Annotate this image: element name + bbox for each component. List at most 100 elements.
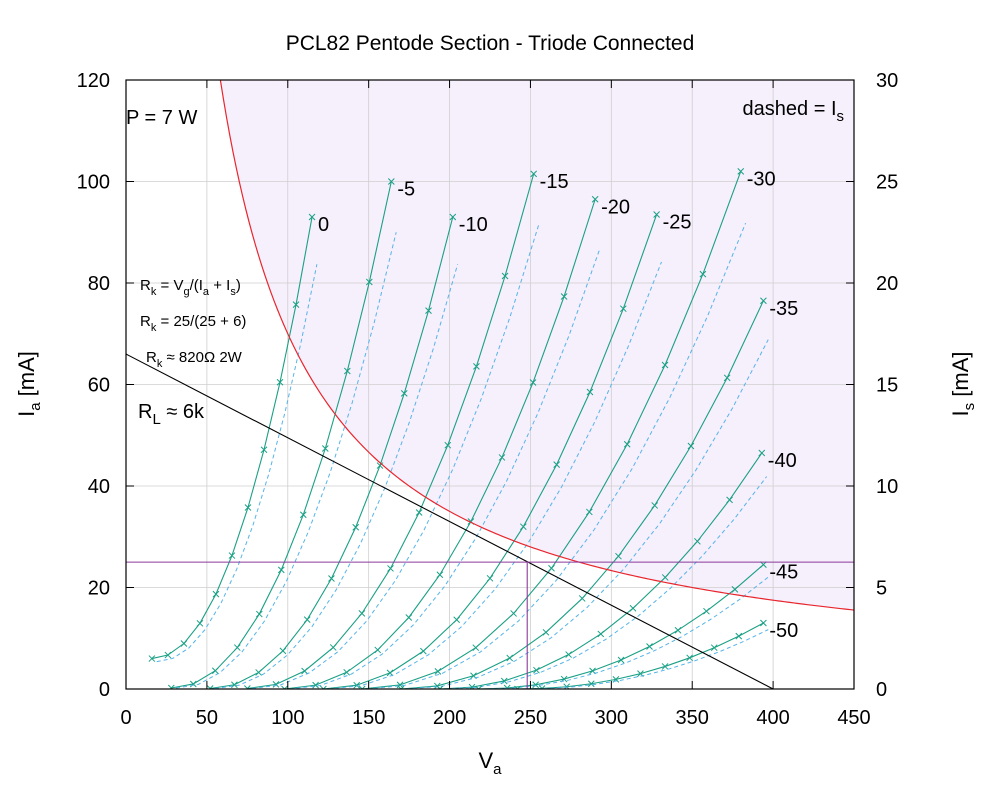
data-point-marker: [533, 666, 540, 674]
data-point-marker: [468, 683, 476, 689]
grid-voltage-label: -15: [540, 171, 569, 193]
data-point-marker: [661, 361, 669, 369]
y2-tick-label: 20: [876, 273, 898, 295]
y2-tick-label: 15: [876, 375, 898, 397]
x-tick-label: 0: [120, 707, 131, 729]
data-point-marker: [731, 585, 739, 593]
data-point-marker: [365, 278, 373, 286]
data-point-marker: [228, 552, 236, 559]
data-point-marker: [425, 307, 432, 314]
data-point-marker: [703, 607, 710, 615]
data-point-marker: [723, 374, 731, 382]
data-point-marker: [321, 445, 329, 452]
axis-ticks: 0 50 100 150 200 250 300 350 400 4500204060801001…: [77, 70, 899, 729]
x-tick-label: 350: [676, 707, 709, 729]
data-point-marker: [585, 508, 593, 516]
load-line-label: RL ≈ 6k: [138, 401, 205, 428]
data-point-marker: [415, 509, 423, 516]
data-point-marker: [560, 293, 568, 300]
data-point-marker: [651, 502, 659, 509]
data-point-marker: [589, 667, 596, 675]
data-point-marker: [343, 668, 351, 676]
data-point-marker: [281, 685, 288, 689]
data-point-marker: [661, 663, 669, 670]
data-point-marker: [726, 496, 733, 504]
x-tick-label: 50: [196, 707, 218, 729]
data-point-marker: [233, 644, 241, 651]
reference-lines: [126, 80, 854, 689]
grid-voltage-label: -40: [768, 450, 797, 472]
data-point-marker: [387, 565, 394, 572]
data-point-marker: [405, 614, 413, 621]
data-point-marker: [148, 655, 156, 662]
grid-voltage-label: -25: [663, 211, 692, 233]
data-point-marker: [586, 388, 594, 396]
data-point-marker: [260, 446, 268, 454]
data-point-marker: [506, 654, 514, 662]
data-point-marker: [308, 213, 316, 221]
data-point-marker: [532, 681, 539, 689]
data-point-marker: [449, 213, 457, 221]
power-limit-fill: [220, 80, 854, 611]
cathode-note-1: Rk = Vg/(Ia + Is): [140, 277, 241, 298]
y-tick-label: 100: [77, 172, 110, 194]
data-point-marker: [164, 651, 172, 659]
data-point-marker: [312, 681, 319, 689]
screen-current-curve: [214, 264, 459, 689]
data-point-marker: [272, 681, 280, 688]
data-point-marker: [510, 610, 517, 617]
grid-voltage-label: -35: [769, 298, 798, 320]
data-point-marker: [358, 610, 366, 617]
grid-voltage-label: -20: [601, 196, 630, 218]
data-point-marker: [358, 685, 366, 689]
data-point-marker: [646, 643, 653, 650]
screen-current-curve: [444, 476, 768, 689]
x-tick-label: 100: [271, 707, 304, 729]
data-point-marker: [352, 523, 360, 531]
x-tick-label: 300: [595, 707, 628, 729]
grid-voltage-label: -50: [769, 620, 798, 642]
data-point-marker: [498, 454, 506, 461]
data-point-marker: [615, 552, 622, 560]
y2-tick-label: 0: [876, 679, 887, 701]
data-point-marker: [276, 378, 284, 386]
data-point-marker: [397, 685, 405, 689]
x-tick-label: 450: [837, 707, 870, 729]
chart-title: PCL82 Pentode Section - Triode Connected: [286, 32, 695, 55]
screen-current-curve: [405, 339, 769, 689]
data-point-marker: [687, 442, 695, 450]
power-label: P = 7 W: [126, 107, 197, 129]
y-tick-label: 80: [88, 273, 110, 295]
data-point-marker: [387, 178, 395, 185]
data-point-marker: [231, 681, 238, 689]
data-point-marker: [473, 363, 480, 370]
data-point-marker: [244, 504, 252, 511]
data-point-marker: [374, 646, 382, 654]
y2-axis-label: Is [mA]: [948, 352, 978, 417]
data-point-marker: [530, 170, 538, 178]
data-point-marker: [548, 564, 555, 572]
x-tick-label: 150: [352, 707, 385, 729]
data-point-marker: [617, 656, 625, 664]
load-line: [126, 353, 774, 689]
grid-voltage-label: -5: [397, 179, 415, 201]
data-point-marker: [475, 685, 483, 689]
data-point-marker: [328, 575, 335, 582]
data-point-marker: [292, 301, 300, 309]
data-point-marker: [400, 390, 408, 397]
data-point-marker: [735, 632, 743, 640]
data-point-marker: [303, 616, 311, 624]
data-point-marker: [301, 667, 308, 675]
y-tick-label: 40: [88, 476, 110, 498]
data-point-marker: [514, 685, 521, 689]
data-point-marker: [694, 537, 701, 545]
data-point-marker: [376, 462, 384, 469]
screen-current-curve: [522, 629, 769, 689]
data-point-marker: [529, 379, 537, 386]
data-point-marker: [320, 685, 327, 689]
screen-current-curve: [176, 232, 397, 689]
data-point-marker: [343, 367, 351, 375]
y2-tick-label: 5: [876, 578, 887, 600]
data-point-marker: [623, 440, 631, 448]
data-point-marker: [661, 574, 669, 581]
